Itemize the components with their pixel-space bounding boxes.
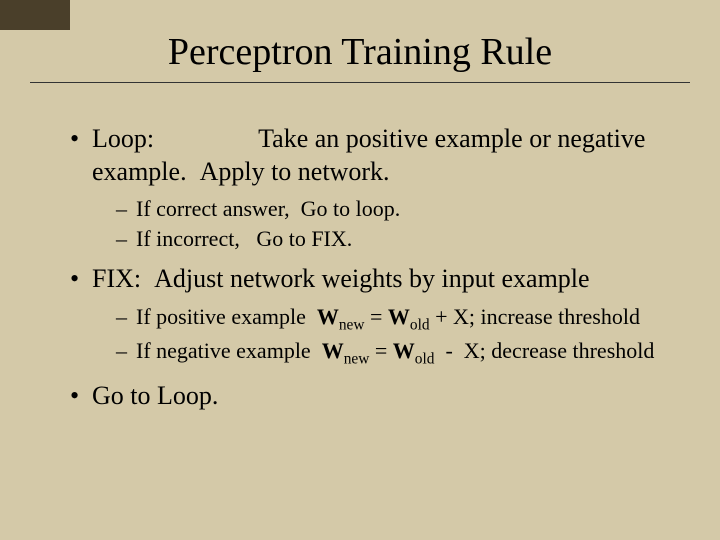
slide-body: Perceptron Training Rule Loop: Take an p… bbox=[0, 0, 720, 439]
bullet-loop: Loop: Take an positive example or negati… bbox=[70, 123, 690, 253]
subscript: old bbox=[415, 350, 435, 367]
operator: - bbox=[445, 338, 452, 363]
subscript: new bbox=[339, 316, 365, 333]
sub-text: If positive example bbox=[136, 304, 317, 329]
subscript: new bbox=[344, 350, 370, 367]
sub-item: If correct answer, Go to loop. bbox=[116, 194, 690, 224]
subscript: old bbox=[410, 316, 430, 333]
corner-accent bbox=[0, 0, 70, 30]
sub-suffix: ; increase threshold bbox=[469, 304, 640, 329]
slide-title: Perceptron Training Rule bbox=[30, 30, 690, 74]
sub-suffix: ; decrease threshold bbox=[480, 338, 655, 363]
sub-list: If positive example Wnew = Wold + X; inc… bbox=[116, 302, 690, 370]
sub-item: If negative example Wnew = Wold - X; dec… bbox=[116, 336, 690, 370]
formula: Wnew = Wold + X bbox=[317, 304, 469, 329]
sub-text: If negative example bbox=[136, 338, 322, 363]
bullet-list: Loop: Take an positive example or negati… bbox=[70, 123, 690, 413]
bullet-goto: Go to Loop. bbox=[70, 380, 690, 413]
operator: + bbox=[435, 304, 447, 329]
title-underline bbox=[30, 82, 690, 83]
bullet-text: Loop: Take an positive example or negati… bbox=[92, 124, 645, 186]
sub-item: If positive example Wnew = Wold + X; inc… bbox=[116, 302, 690, 336]
sub-text: If correct answer, Go to loop. bbox=[136, 196, 400, 221]
bullet-fix: FIX: Adjust network weights by input exa… bbox=[70, 263, 690, 370]
sub-text: If incorrect, Go to FIX. bbox=[136, 226, 352, 251]
sub-item: If incorrect, Go to FIX. bbox=[116, 224, 690, 254]
formula: Wnew = Wold - X bbox=[322, 338, 480, 363]
bullet-text: FIX: Adjust network weights by input exa… bbox=[92, 264, 590, 293]
bullet-text: Go to Loop. bbox=[92, 381, 218, 410]
sub-list: If correct answer, Go to loop. If incorr… bbox=[116, 194, 690, 253]
